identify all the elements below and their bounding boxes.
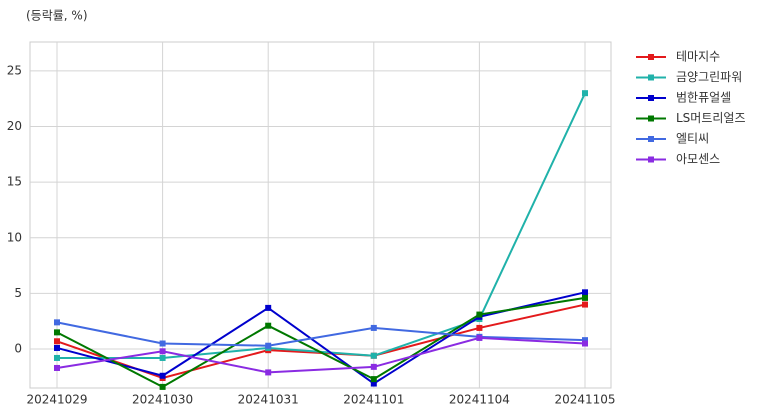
point (582, 90, 588, 97)
point (265, 369, 272, 376)
legend-marker (648, 54, 654, 60)
plot-frame (29, 41, 612, 389)
point (476, 311, 483, 318)
point (159, 340, 166, 347)
point (54, 338, 60, 345)
point (159, 348, 166, 355)
x-tick-label: 20241031 (238, 393, 299, 407)
legend-marker (648, 95, 654, 101)
x-tick-label: 20241030 (132, 393, 193, 407)
point (370, 376, 377, 383)
point (476, 334, 483, 341)
series-line (56, 321, 586, 347)
y-tick-label: 0 (14, 342, 22, 356)
legend-label: 아모센스 (676, 152, 720, 166)
point (54, 364, 60, 371)
point (582, 294, 588, 301)
legend-marker (648, 136, 654, 142)
point (370, 352, 377, 359)
point (370, 324, 377, 331)
y-tick-label: 25 (7, 63, 22, 77)
point (582, 289, 588, 296)
point (582, 301, 588, 308)
series-line (56, 336, 586, 374)
point (54, 329, 60, 336)
point (265, 304, 272, 311)
point (54, 344, 60, 351)
series-line (56, 296, 586, 389)
x-tick-label: 20241101 (343, 393, 404, 407)
point (582, 337, 588, 344)
x-tick-label: 20241105 (554, 393, 615, 407)
legend-label: 범한퓨얼셀 (676, 91, 731, 105)
x-tick-label: 20241029 (26, 393, 87, 407)
legend-label: 테마지수 (676, 50, 720, 64)
y-tick-label: 5 (14, 286, 22, 300)
legend-label: 금양그린파워 (676, 70, 742, 84)
point (582, 340, 588, 347)
y-tick-label: 10 (7, 230, 22, 244)
point (476, 324, 483, 331)
legend-label: LS머트리얼즈 (676, 111, 746, 125)
point (159, 372, 166, 379)
legend-marker (648, 74, 654, 81)
series-line (57, 92, 586, 359)
point (54, 319, 60, 326)
point (370, 380, 377, 387)
legend-label: 엘티씨 (676, 132, 709, 146)
point (265, 342, 272, 349)
point (54, 354, 60, 361)
point (159, 383, 166, 390)
legend-marker (648, 115, 654, 122)
point (265, 322, 272, 329)
point (370, 363, 377, 370)
y-tick-label: 15 (7, 175, 22, 189)
y-tick-label: 20 (7, 119, 22, 133)
y-axis-label: (등락률, %) (26, 9, 88, 23)
legend-marker (648, 156, 654, 163)
series-line (56, 303, 586, 380)
point (159, 354, 166, 361)
x-tick-label: 20241104 (449, 393, 510, 407)
